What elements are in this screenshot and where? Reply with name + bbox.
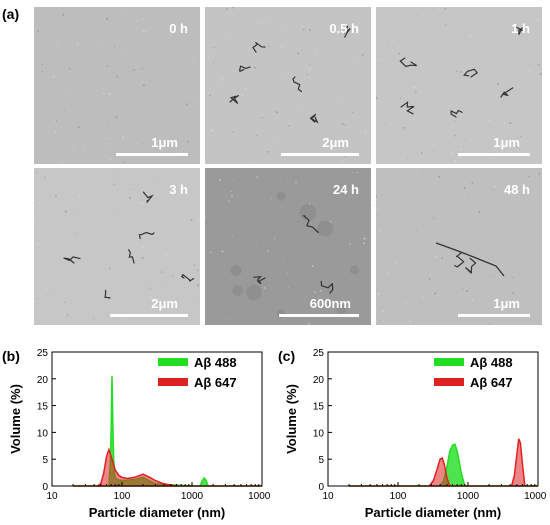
legend-label: Aβ 647 <box>470 375 513 390</box>
legend-label: Aβ 488 <box>194 355 237 370</box>
dls-charts: (b) 051015202510100100010000Particle dia… <box>0 338 550 525</box>
y-tick-label: 5 <box>318 455 324 466</box>
micrograph-background <box>205 7 371 164</box>
x-tick-label: 1000 <box>457 491 480 502</box>
plot-frame <box>51 351 263 487</box>
micrograph-image <box>34 7 200 164</box>
y-tick-label: 0 <box>318 482 324 493</box>
x-tick-label: 10 <box>322 491 334 502</box>
scale-bar <box>110 314 188 317</box>
time-label: 24 h <box>332 182 359 197</box>
series-area <box>73 447 262 487</box>
time-label: 48 h <box>503 182 530 197</box>
y-tick-label: 10 <box>37 428 49 439</box>
time-label: 3 h <box>169 182 188 197</box>
fibril-cluster <box>37 10 195 164</box>
y-tick-label: 15 <box>313 402 325 413</box>
scale-bar <box>458 153 530 156</box>
y-axis-label: Volume (%) <box>284 384 299 454</box>
x-tick-label: 100 <box>114 491 131 502</box>
fibril-cluster <box>34 168 199 319</box>
series-area <box>349 438 538 487</box>
x-tick-label: 1000 <box>181 491 204 502</box>
scale-bar <box>279 314 359 317</box>
micrograph-image <box>34 168 200 325</box>
series-area <box>73 376 262 487</box>
micrograph-image <box>376 168 542 325</box>
time-label: 0.5 h <box>329 21 359 36</box>
y-tick-label: 15 <box>37 402 49 413</box>
scale-label: 2μm <box>151 296 178 311</box>
y-tick-label: 25 <box>37 348 49 359</box>
legend-swatch <box>434 358 464 366</box>
scale-label: 600nm <box>309 296 351 311</box>
x-tick-label: 10 <box>46 491 58 502</box>
x-axis-label: Particle diameter (nm) <box>89 505 226 520</box>
legend-swatch <box>158 378 188 386</box>
y-tick-label: 20 <box>37 375 49 386</box>
micrograph-background <box>34 168 200 325</box>
scale-label: 1μm <box>493 135 520 150</box>
x-tick-label: 10000 <box>524 491 546 502</box>
panel-label-b: (b) <box>2 348 20 364</box>
fibril-cluster <box>205 7 367 164</box>
y-tick-label: 5 <box>42 455 48 466</box>
time-label: 1 h <box>511 21 530 36</box>
micrograph-tile: 24 h 600nm <box>205 168 371 325</box>
micrograph-tile: 0.5 h 2μm <box>205 7 371 164</box>
scale-label: 2μm <box>322 135 349 150</box>
scale-bar <box>116 153 188 156</box>
legend-swatch <box>158 358 188 366</box>
dls-chart-b: 0 5 10 15 20 25 10 100 1000 10000 Particle diamete… <box>8 348 270 520</box>
y-tick-label: 25 <box>313 348 325 359</box>
fibril-cluster <box>376 170 541 325</box>
y-tick-label: 10 <box>313 428 325 439</box>
y-tick-label: 0 <box>42 482 48 493</box>
panel-label-a: (a) <box>2 6 20 22</box>
micrograph-tile: 3 h 2μm <box>34 168 200 325</box>
micrograph-background <box>376 7 542 164</box>
micrograph-background <box>376 168 542 325</box>
legend-label: Aβ 647 <box>194 375 237 390</box>
time-label: 0 h <box>169 21 188 36</box>
micrograph-image <box>376 7 542 164</box>
scale-bar <box>281 153 359 156</box>
scale-label: 1μm <box>151 135 178 150</box>
y-tick-label: 20 <box>313 375 325 386</box>
y-axis-label: Volume (%) <box>8 384 23 454</box>
x-axis-label: Particle diameter (nm) <box>365 505 502 520</box>
dls-chart-c: 0 5 10 15 20 25 10 100 1000 10000 Particle diamete… <box>284 348 546 520</box>
micrograph-background <box>34 7 200 164</box>
scale-label: 1μm <box>493 296 520 311</box>
plot-frame <box>327 351 539 487</box>
panel-label-c: (c) <box>278 348 296 364</box>
x-tick-label: 10000 <box>248 491 270 502</box>
legend-swatch <box>434 378 464 386</box>
legend-label: Aβ 488 <box>470 355 513 370</box>
scale-bar <box>458 314 530 317</box>
micrograph-image <box>205 7 371 164</box>
fibril-cluster <box>205 171 371 325</box>
tem-micrograph-grid: 0 h 1μm 0.5 h 2μm 1 h 1μm 3 h 2μm 24 h 6… <box>34 7 542 325</box>
micrograph-tile: 48 h 1μm <box>376 168 542 325</box>
micrograph-tile: 0 h 1μm <box>34 7 200 164</box>
fibril-cluster <box>376 8 542 162</box>
micrograph-tile: 1 h 1μm <box>376 7 542 164</box>
x-tick-label: 100 <box>390 491 407 502</box>
micrograph-image <box>205 168 371 325</box>
